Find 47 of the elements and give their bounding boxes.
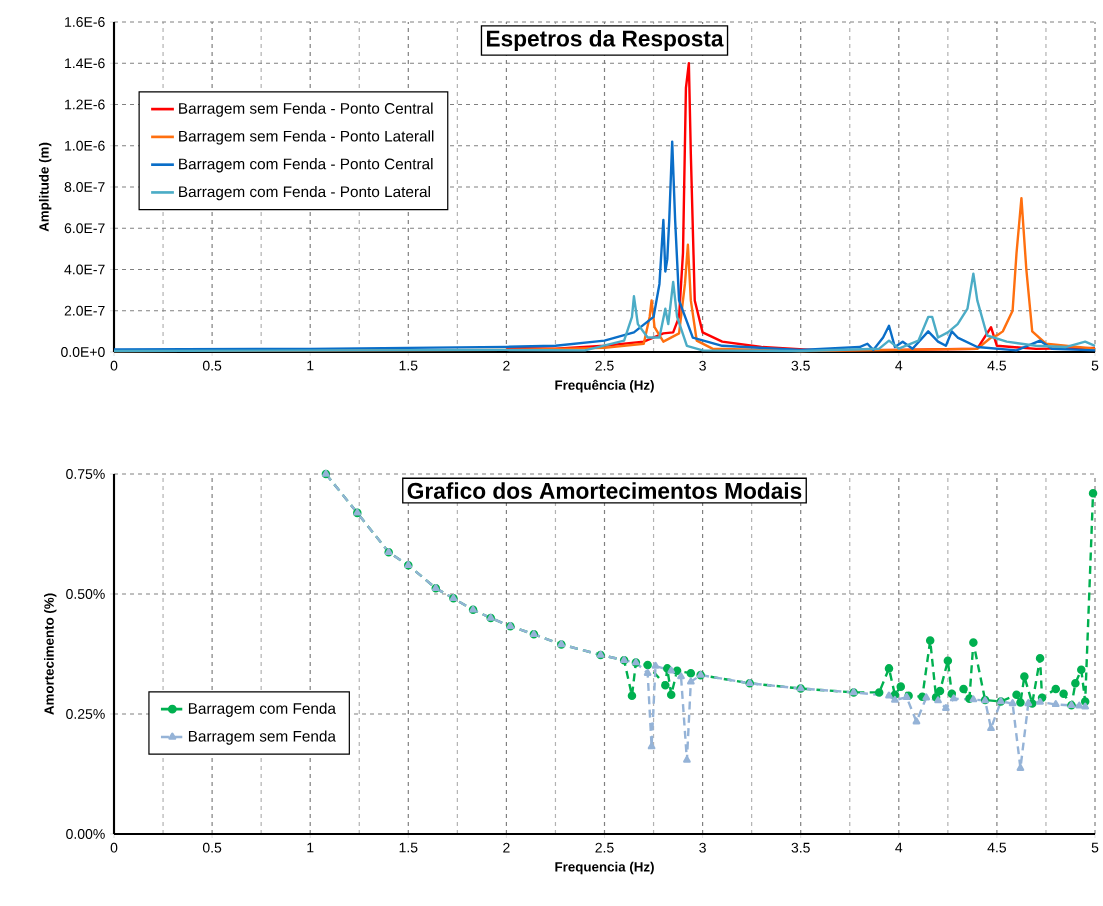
y-tick-label: 1.4E-6 [65, 58, 105, 69]
chart-title: Espetros da Resposta [486, 29, 724, 52]
x-tick-label: 1.5 [399, 360, 418, 371]
y-tick-label: 6.0E-7 [64, 223, 105, 234]
chart-title: Grafico dos Amortecimentos Modais [407, 482, 802, 499]
legend-label: Barragem sem Fenda - Ponto Laterall [179, 130, 434, 145]
x-tick-label: 5 [1091, 842, 1099, 853]
y-tick-label: 8.0E-7 [64, 182, 105, 192]
x-tick-label: 3.5 [791, 360, 810, 371]
x-tick-label: 4.5 [987, 842, 1007, 853]
legend-label: Barragem sem Fenda [188, 730, 336, 745]
x-tick-label: 2.5 [595, 842, 614, 853]
y-axis-title: Amortecimento (%) [44, 593, 57, 715]
legend-label: Barragem sem Fenda - Ponto Central [179, 102, 433, 117]
x-tick-label: 0.5 [202, 360, 222, 371]
x-tick-label: 1 [307, 360, 314, 371]
x-tick-label: 1 [307, 842, 314, 853]
x-axis-title: Frequencia (Hz) [555, 861, 654, 875]
x-tick-label: 0 [110, 360, 118, 371]
x-tick-label: 3.5 [791, 842, 810, 853]
x-tick-label: 4.5 [987, 360, 1007, 371]
x-axis-title: Frequência (Hz) [555, 379, 654, 393]
x-tick-label: 4 [895, 360, 903, 371]
y-tick-label: 0.0E+0 [61, 347, 105, 357]
x-tick-label: 3 [699, 842, 706, 853]
y-tick-label: 4.0E-7 [64, 264, 105, 275]
x-tick-label: 2.5 [595, 360, 614, 371]
y-tick-label: 0.00% [66, 829, 105, 839]
x-tick-label: 0 [110, 842, 118, 853]
legend-label: Barragem com Fenda - Ponto Lateral [179, 185, 430, 201]
legend-label: Barragem com Fenda - Ponto Central [179, 158, 433, 173]
x-tick-label: 2 [503, 360, 510, 371]
y-tick-label: 2.0E-7 [64, 305, 105, 316]
y-axis-title: Amplitude (m) [38, 142, 52, 232]
x-tick-label: 5 [1091, 360, 1099, 371]
y-tick-label: 0.50% [66, 589, 105, 599]
x-tick-label: 2 [503, 842, 510, 853]
x-tick-label: 1.5 [399, 842, 418, 853]
x-tick-label: 3 [699, 360, 706, 371]
x-tick-label: 4 [895, 842, 903, 853]
y-tick-label: 1.2E-6 [65, 99, 105, 110]
y-tick-label: 1.6E-6 [65, 17, 105, 27]
legend-label: Barragem com Fenda [188, 702, 336, 717]
x-tick-label: 0.5 [202, 842, 222, 853]
y-tick-label: 1.0E-6 [65, 140, 105, 151]
y-tick-label: 0.75% [66, 469, 105, 479]
y-tick-label: 0.25% [66, 709, 105, 719]
